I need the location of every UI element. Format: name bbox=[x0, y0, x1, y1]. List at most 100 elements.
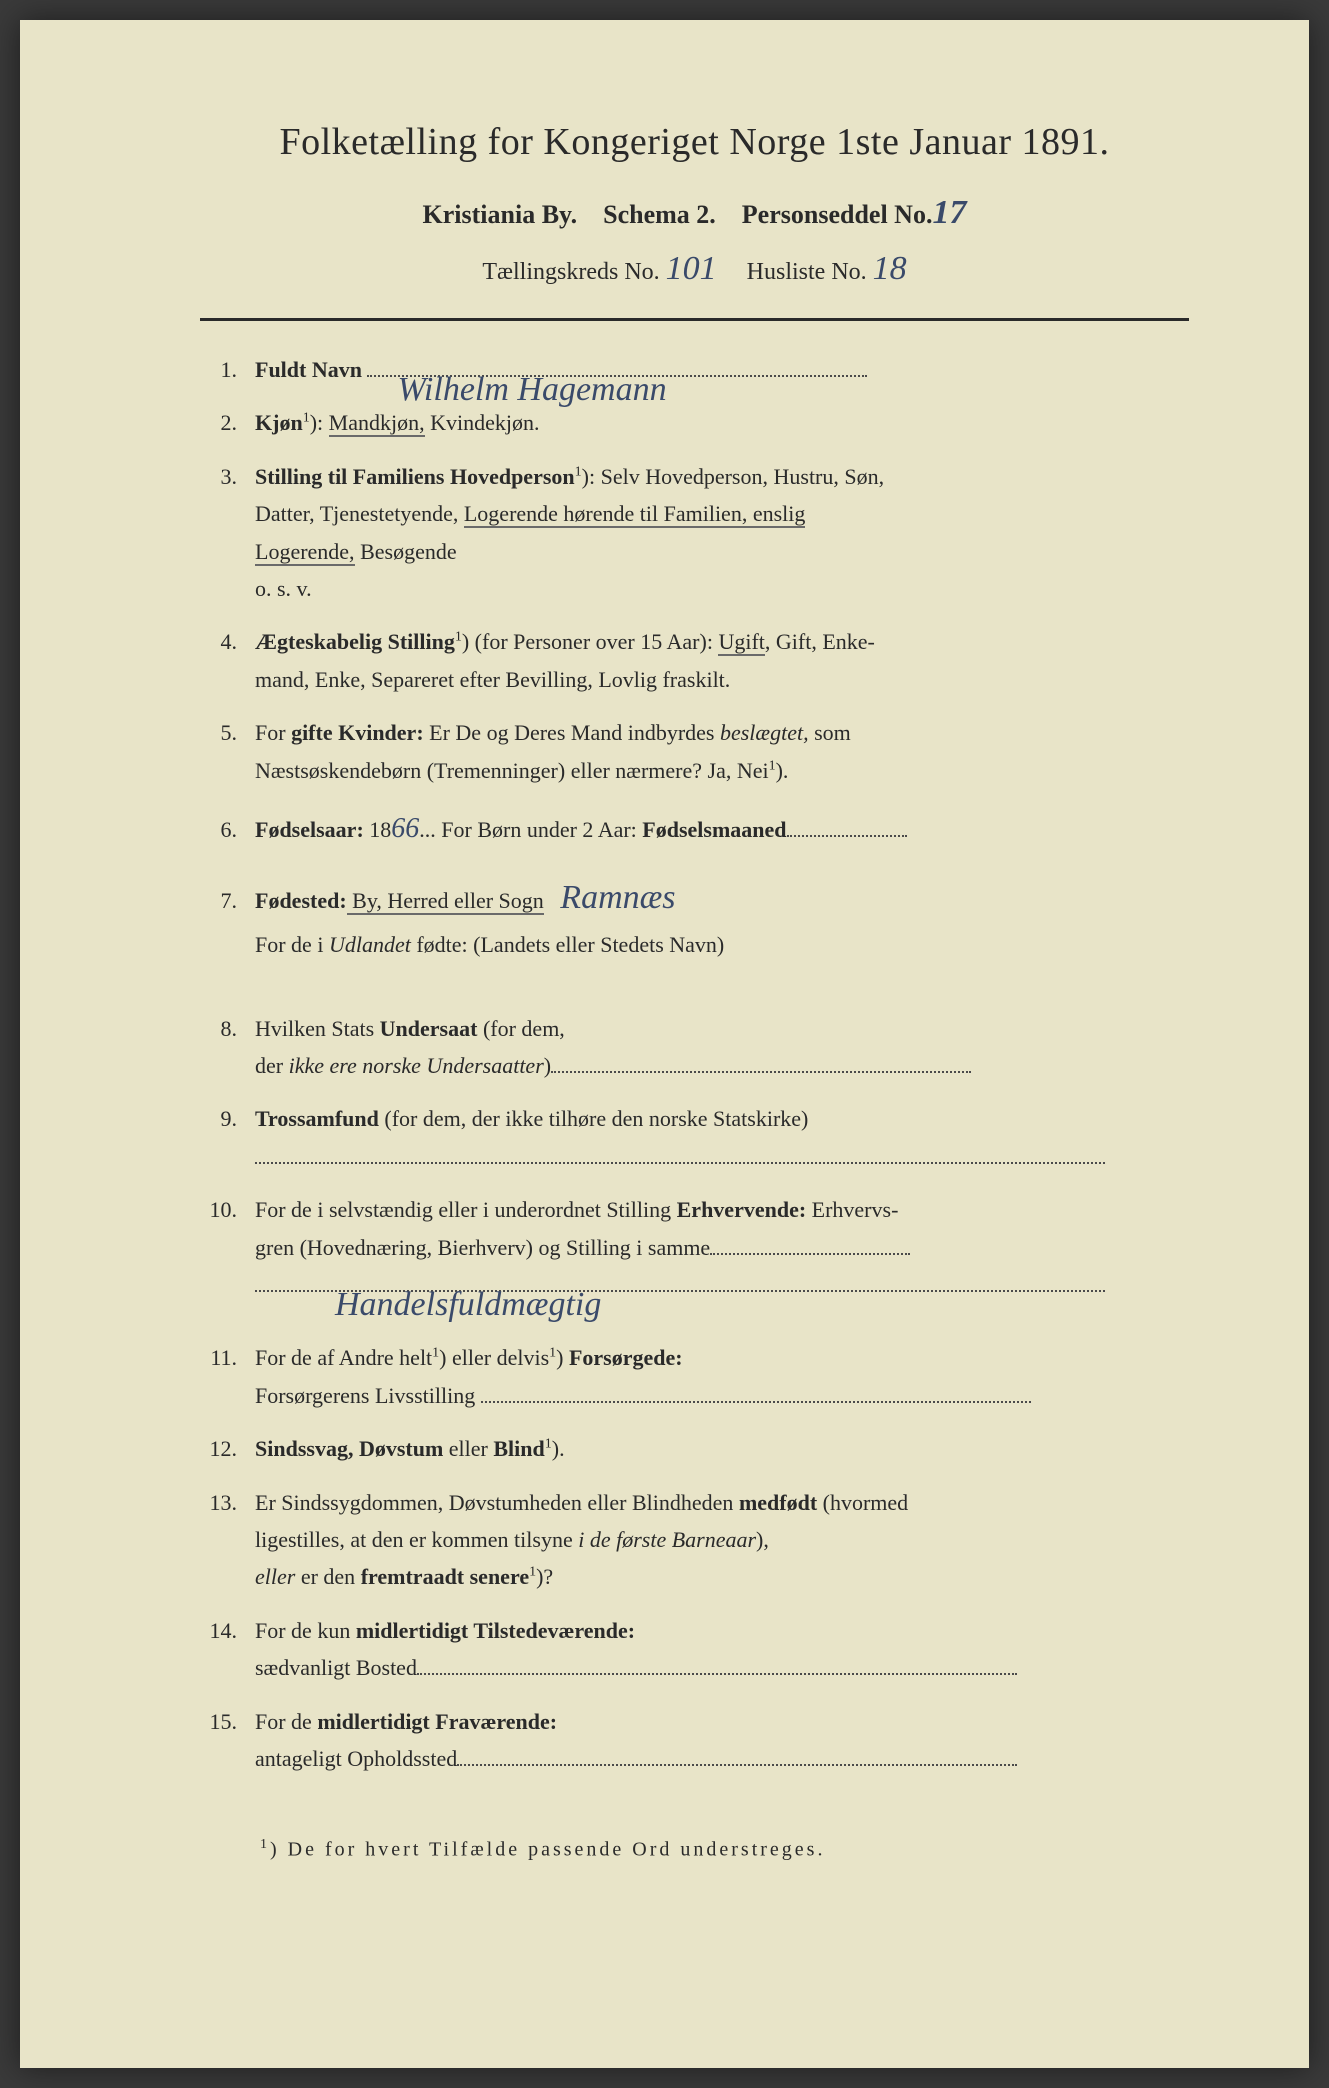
row-content-2: Kjøn1): Mandkjøn, Kvindekjøn. bbox=[255, 404, 1189, 441]
stilling-line2b: Logerende hørende til Familien, bbox=[464, 501, 747, 528]
row-num-8: 8. bbox=[200, 1010, 255, 1047]
row-content-7: Fødested: By, Herred eller Sogn Ramnæs F… bbox=[255, 869, 1189, 964]
kjon-sup: 1 bbox=[303, 411, 310, 426]
row-8: 8. Hvilken Stats Undersaat (for dem, der… bbox=[200, 1010, 1189, 1085]
medfodt-line3c: )? bbox=[536, 1564, 553, 1589]
gifte-beslaegtet: beslægtet, bbox=[720, 720, 809, 745]
aegte-ugift: Ugift bbox=[718, 629, 764, 656]
undersaat-line2b: ikke ere norske Undersaatter bbox=[289, 1053, 544, 1078]
forsorgede-line1b: ) eller delvis bbox=[439, 1345, 549, 1370]
fodselsmaaned-label: Fødselsmaaned bbox=[642, 817, 786, 842]
fodsel-line1b: ... For Børn under 2 Aar: bbox=[419, 817, 642, 842]
aegte-line1a: ) (for Personer over 15 Aar): bbox=[462, 629, 719, 654]
undersaat-line2c: ) bbox=[544, 1053, 551, 1078]
stilling-line3a: Logerende, bbox=[255, 539, 355, 566]
row-num-10: 10. bbox=[200, 1191, 255, 1228]
fravaer-line2: antageligt Opholdssted bbox=[255, 1746, 457, 1771]
gifte-label: gifte Kvinder: bbox=[291, 720, 424, 745]
stilling-line3b: Besøgende bbox=[355, 539, 457, 564]
undersaat-line1b: (for dem, bbox=[477, 1016, 564, 1041]
undersaat-line2a: der bbox=[255, 1053, 289, 1078]
stilling-line1: ): Selv Hovedperson, Hustru, Søn, bbox=[582, 464, 884, 489]
row-num-15: 15. bbox=[200, 1703, 255, 1740]
erhverv-value: Handelsfuldmægtig bbox=[335, 1276, 601, 1334]
row-15: 15. For de midlertidigt Fraværende: anta… bbox=[200, 1703, 1189, 1778]
stilling-line2a: Datter, Tjenestetyende, bbox=[255, 501, 464, 526]
stilling-label: Stilling til Familiens Hovedperson bbox=[255, 464, 575, 489]
fravaer-line1: For de bbox=[255, 1709, 317, 1734]
row-11: 11. For de af Andre helt1) eller delvis1… bbox=[200, 1339, 1189, 1414]
taellingskreds-value: 101 bbox=[666, 250, 717, 288]
row-3: 3. Stilling til Familiens Hovedperson1):… bbox=[200, 458, 1189, 608]
row-content-13: Er Sindssygdommen, Døvstumheden eller Bl… bbox=[255, 1484, 1189, 1596]
row-num-7: 7. bbox=[200, 882, 255, 919]
gifte-line2: Næstsøskendebørn (Tremenninger) eller næ… bbox=[255, 758, 769, 783]
medfodt-line2b: i de første Barneaar bbox=[578, 1527, 756, 1552]
fodested-udlandet: Udlandet bbox=[329, 932, 411, 957]
aegte-label: Ægteskabelig Stilling bbox=[255, 629, 455, 654]
sindssvag-line1: eller bbox=[443, 1436, 493, 1461]
forsorgede-label: Forsørgede: bbox=[569, 1345, 683, 1370]
husliste-label: Husliste No. bbox=[747, 259, 867, 285]
fodested-line2c: fødte: (Landets eller Stedets Navn) bbox=[411, 932, 724, 957]
fodsel-prefix: 18 bbox=[364, 817, 392, 842]
footnote-text: ) De for hvert Tilfælde passende Ord und… bbox=[270, 1839, 825, 1861]
gifte-for: For bbox=[255, 720, 291, 745]
row-num-4: 4. bbox=[200, 623, 255, 660]
personseddel-label: Personseddel No. bbox=[742, 200, 933, 229]
row-content-8: Hvilken Stats Undersaat (for dem, der ik… bbox=[255, 1010, 1189, 1085]
sindssvag-label: Sindssvag, Døvstum bbox=[255, 1436, 443, 1461]
row-num-1: 1. bbox=[200, 351, 255, 388]
erhverv-line1: For de i selvstændig eller i underordnet… bbox=[255, 1197, 677, 1222]
footnote: 1) De for hvert Tilfælde passende Ord un… bbox=[200, 1837, 1189, 1862]
husliste-value: 18 bbox=[873, 250, 907, 288]
fremtraadt-label: fremtraadt senere bbox=[361, 1564, 529, 1589]
row-content-11: For de af Andre helt1) eller delvis1) Fo… bbox=[255, 1339, 1189, 1414]
medfodt-line3b: er den bbox=[295, 1564, 360, 1589]
stilling-line4: o. s. v. bbox=[255, 576, 312, 601]
fodsel-year: 66 bbox=[391, 805, 419, 853]
aegte-line2: mand, Enke, Separeret efter Bevilling, L… bbox=[255, 667, 730, 692]
fodsel-label: Fødselsaar: bbox=[255, 817, 364, 842]
gifte-sup: 1 bbox=[769, 758, 776, 773]
row-7: 7. Fødested: By, Herred eller Sogn Ramnæ… bbox=[200, 869, 1189, 964]
row-content-6: Fødselsaar: 1866... For Børn under 2 Aar… bbox=[255, 805, 1189, 853]
medfodt-line1b: (hvormed bbox=[817, 1490, 908, 1515]
row-content-5: For gifte Kvinder: Er De og Deres Mand i… bbox=[255, 714, 1189, 789]
medfodt-line1: Er Sindssygdommen, Døvstumheden eller Bl… bbox=[255, 1490, 739, 1515]
trossamfund-line1: (for dem, der ikke tilhøre den norske St… bbox=[379, 1106, 808, 1131]
row-content-3: Stilling til Familiens Hovedperson1): Se… bbox=[255, 458, 1189, 608]
row-num-5: 5. bbox=[200, 714, 255, 751]
row-num-12: 12. bbox=[200, 1430, 255, 1467]
erhverv-label: Erhvervende: bbox=[677, 1197, 807, 1222]
row-6: 6. Fødselsaar: 1866... For Børn under 2 … bbox=[200, 805, 1189, 853]
medfodt-line2a: ligestilles, at den er kommen tilsyne bbox=[255, 1527, 578, 1552]
census-form-page: Folketælling for Kongeriget Norge 1ste J… bbox=[20, 20, 1309, 2068]
tilstede-label: midlertidigt Tilstedeværende: bbox=[356, 1618, 635, 1643]
kjon-label: Kjøn bbox=[255, 410, 303, 435]
fuldt-navn-value: Wilhelm Hagemann bbox=[397, 361, 666, 419]
tilstede-line1: For de kun bbox=[255, 1618, 356, 1643]
gifte-line2b: ). bbox=[776, 758, 789, 783]
divider-line bbox=[200, 318, 1189, 321]
fuldt-navn-label: Fuldt Navn bbox=[255, 357, 362, 382]
footnote-sup: 1 bbox=[260, 1837, 270, 1852]
row-4: 4. Ægteskabelig Stilling1) (for Personer… bbox=[200, 623, 1189, 698]
personseddel-value: 17 bbox=[932, 194, 966, 232]
row-content-9: Trossamfund (for dem, der ikke tilhøre d… bbox=[255, 1100, 1189, 1175]
city-label: Kristiania By. bbox=[423, 200, 578, 229]
forsorgede-line1: For de af Andre helt bbox=[255, 1345, 432, 1370]
tilstede-line2: sædvanligt Bosted bbox=[255, 1655, 417, 1680]
row-num-9: 9. bbox=[200, 1100, 255, 1137]
row-num-14: 14. bbox=[200, 1612, 255, 1649]
medfodt-line3a: eller bbox=[255, 1564, 295, 1589]
gifte-line1c: som bbox=[809, 720, 851, 745]
row-14: 14. For de kun midlertidigt Tilstedevære… bbox=[200, 1612, 1189, 1687]
row-1: 1. Fuldt Navn Wilhelm Hagemann bbox=[200, 351, 1189, 388]
row-9: 9. Trossamfund (for dem, der ikke tilhør… bbox=[200, 1100, 1189, 1175]
fodested-line2a: For de i bbox=[255, 932, 329, 957]
fodested-value: Ramnæs bbox=[560, 869, 675, 927]
row-num-11: 11. bbox=[200, 1339, 255, 1376]
medfodt-label: medfødt bbox=[739, 1490, 817, 1515]
undersaat-line1: Hvilken Stats bbox=[255, 1016, 380, 1041]
